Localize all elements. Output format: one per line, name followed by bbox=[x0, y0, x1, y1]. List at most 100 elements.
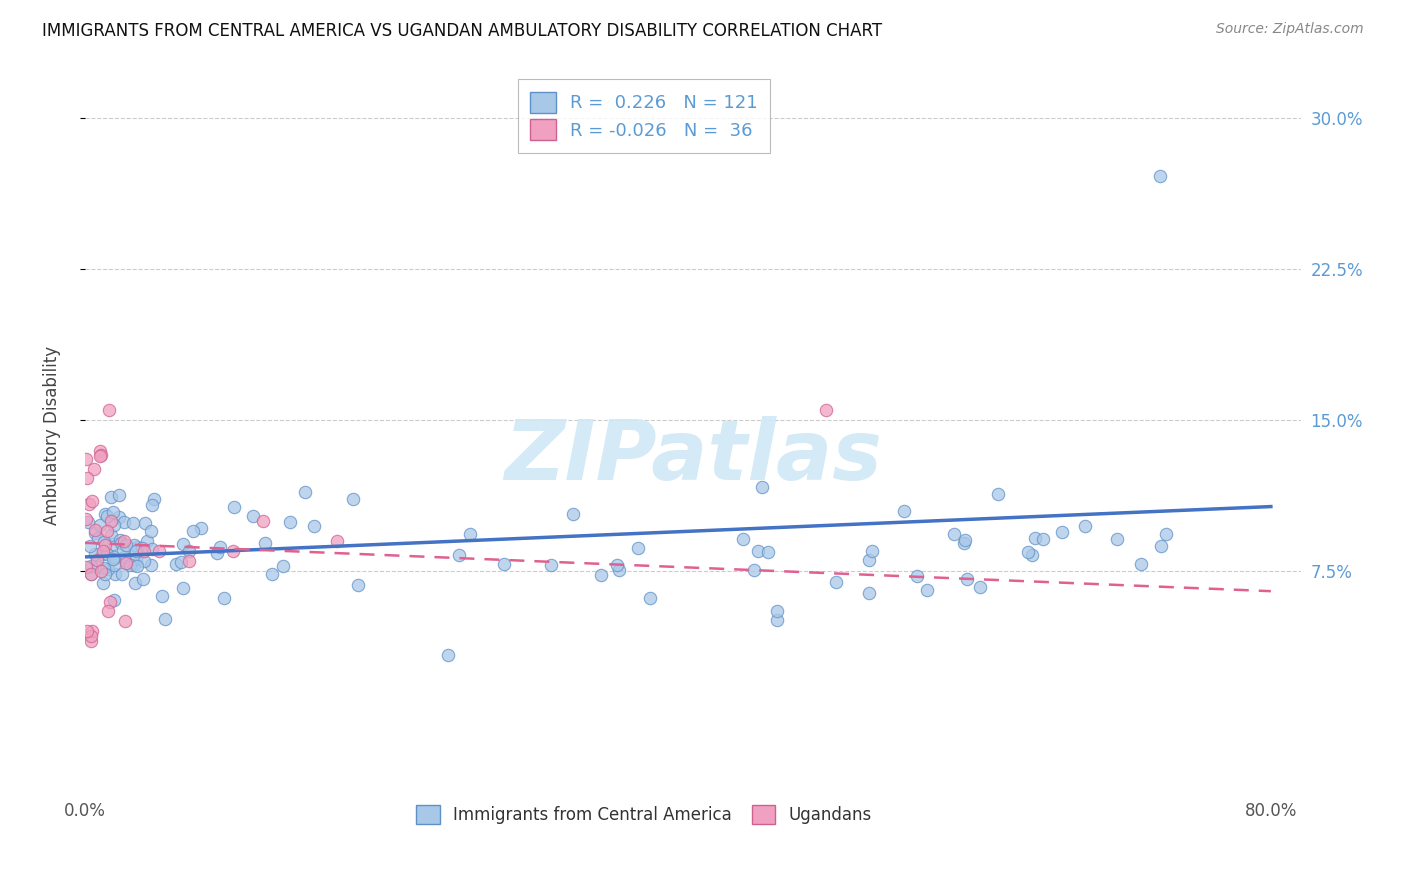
Point bbox=[90, 564, 112, 578]
Point bbox=[956, 572, 979, 586]
Point bbox=[342, 491, 364, 506]
Point bbox=[492, 558, 515, 572]
Point bbox=[83, 462, 105, 476]
Point bbox=[112, 533, 135, 548]
Point bbox=[1021, 549, 1043, 563]
Point bbox=[190, 521, 212, 535]
Point bbox=[765, 604, 787, 618]
Point bbox=[83, 523, 105, 537]
Point bbox=[89, 443, 111, 458]
Point bbox=[862, 544, 884, 558]
Point bbox=[76, 471, 98, 485]
Point bbox=[96, 509, 118, 524]
Point bbox=[172, 537, 194, 551]
Point bbox=[80, 559, 103, 574]
Point bbox=[943, 527, 966, 541]
Point bbox=[893, 504, 915, 518]
Point bbox=[124, 575, 146, 590]
Point bbox=[153, 612, 176, 626]
Point bbox=[121, 516, 143, 531]
Point bbox=[638, 591, 661, 606]
Point bbox=[107, 509, 129, 524]
Point bbox=[90, 448, 112, 462]
Point bbox=[87, 531, 110, 545]
Point bbox=[905, 568, 928, 582]
Point bbox=[302, 519, 325, 533]
Y-axis label: Ambulatory Disability: Ambulatory Disability bbox=[44, 345, 60, 524]
Point bbox=[79, 633, 101, 648]
Point bbox=[84, 525, 107, 540]
Point bbox=[94, 538, 117, 552]
Point bbox=[132, 554, 155, 568]
Point bbox=[135, 534, 157, 549]
Point bbox=[605, 558, 627, 573]
Point bbox=[83, 547, 105, 561]
Point bbox=[766, 613, 789, 627]
Point bbox=[150, 589, 173, 603]
Point bbox=[181, 524, 204, 538]
Point bbox=[589, 567, 612, 582]
Point bbox=[103, 518, 125, 533]
Point bbox=[79, 566, 101, 581]
Point bbox=[139, 558, 162, 572]
Point bbox=[125, 540, 148, 554]
Point bbox=[112, 515, 135, 529]
Point bbox=[1150, 539, 1173, 553]
Point bbox=[132, 572, 155, 586]
Point bbox=[987, 487, 1010, 501]
Point bbox=[562, 508, 585, 522]
Point bbox=[96, 524, 118, 538]
Point bbox=[540, 558, 562, 572]
Point bbox=[326, 533, 349, 548]
Point bbox=[179, 544, 201, 558]
Point bbox=[87, 560, 110, 574]
Point bbox=[96, 547, 118, 561]
Point bbox=[86, 552, 108, 566]
Point bbox=[278, 515, 301, 529]
Point bbox=[101, 505, 124, 519]
Point bbox=[953, 536, 976, 550]
Point bbox=[75, 512, 97, 526]
Point bbox=[458, 526, 481, 541]
Point bbox=[177, 554, 200, 568]
Point bbox=[747, 544, 769, 558]
Point bbox=[731, 533, 754, 547]
Point bbox=[1074, 519, 1097, 533]
Point bbox=[91, 576, 114, 591]
Point bbox=[76, 624, 98, 639]
Point bbox=[271, 558, 294, 573]
Point bbox=[124, 544, 146, 558]
Legend: Immigrants from Central America, Ugandans: Immigrants from Central America, Ugandan… bbox=[406, 795, 882, 834]
Point bbox=[449, 548, 471, 562]
Point bbox=[80, 566, 103, 581]
Point bbox=[80, 624, 103, 638]
Text: Source: ZipAtlas.com: Source: ZipAtlas.com bbox=[1216, 22, 1364, 37]
Point bbox=[100, 528, 122, 542]
Point bbox=[858, 586, 880, 600]
Point bbox=[80, 493, 103, 508]
Point bbox=[1149, 169, 1171, 183]
Point bbox=[165, 557, 187, 571]
Point bbox=[111, 543, 134, 558]
Point bbox=[825, 575, 848, 590]
Point bbox=[627, 541, 650, 555]
Point bbox=[172, 581, 194, 595]
Point bbox=[744, 563, 766, 577]
Point bbox=[80, 629, 103, 643]
Point bbox=[91, 544, 114, 558]
Point bbox=[94, 507, 117, 521]
Point bbox=[224, 500, 246, 514]
Point bbox=[115, 554, 138, 568]
Point bbox=[148, 544, 170, 558]
Point bbox=[127, 559, 149, 574]
Point bbox=[122, 538, 145, 552]
Point bbox=[252, 514, 274, 528]
Point bbox=[143, 491, 166, 506]
Point bbox=[347, 577, 370, 591]
Point bbox=[1154, 526, 1177, 541]
Point bbox=[969, 580, 991, 594]
Point bbox=[212, 591, 235, 606]
Point bbox=[141, 542, 163, 557]
Point bbox=[953, 533, 976, 547]
Point bbox=[108, 488, 131, 502]
